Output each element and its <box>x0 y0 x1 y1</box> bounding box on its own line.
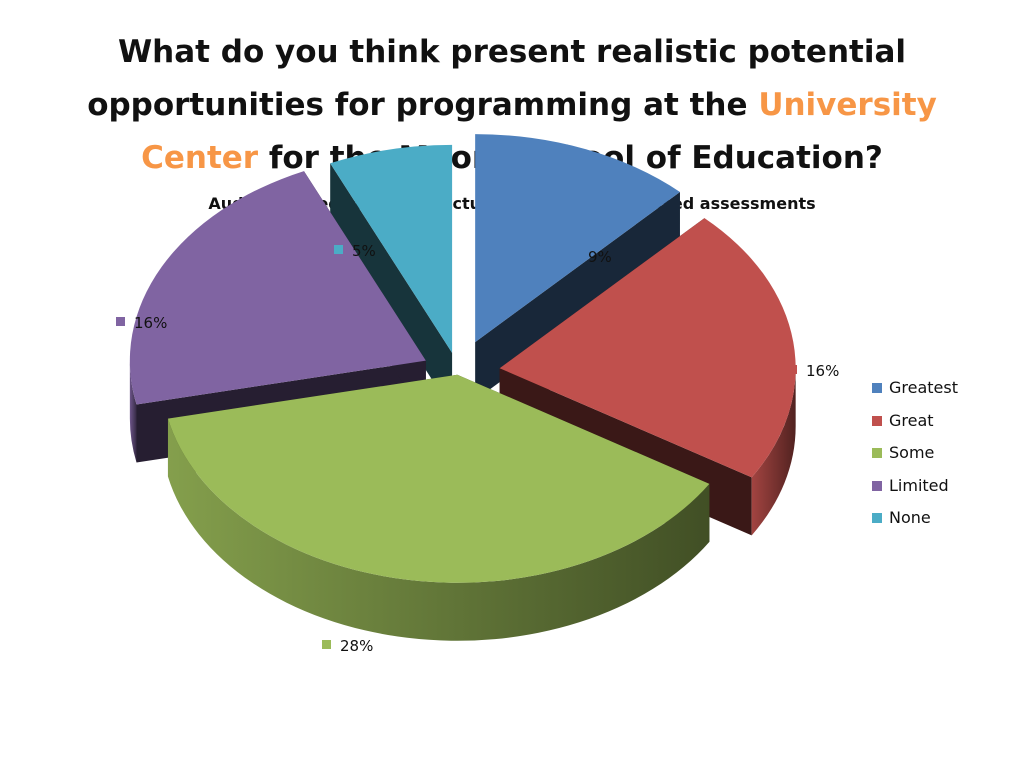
data-label-great: 16% <box>806 362 839 380</box>
title-highlight: University Center <box>141 87 937 176</box>
legend-label: Great <box>889 410 934 430</box>
data-label-marker-limited <box>116 317 125 326</box>
data-label-marker-greatest <box>570 251 579 260</box>
title-text-part1: What do you think present realistic pote… <box>87 34 907 123</box>
data-label-greatest: 9% <box>588 248 612 266</box>
pie-slice-great-top <box>499 218 796 478</box>
legend-label: Some <box>889 443 935 462</box>
data-label-none: 5% <box>352 242 376 260</box>
legend-label: None <box>889 508 931 527</box>
chart-legend: Greatest Great Some Limited None <box>872 378 958 541</box>
legend-item-limited: Limited <box>872 476 958 509</box>
pie-slice-limited-rim <box>129 360 137 463</box>
legend-item-none: None <box>872 508 958 541</box>
pie-slice-none <box>330 144 453 411</box>
legend-swatch <box>872 448 882 458</box>
legend-swatch <box>872 480 882 491</box>
legend-label: Greatest <box>889 378 958 397</box>
legend-swatch <box>872 415 882 426</box>
pie-slice-some-rim <box>167 418 710 641</box>
data-label-marker-none <box>334 245 343 254</box>
legend-item-some: Some <box>872 443 958 476</box>
pie-slice-greatest-wall-end <box>475 191 680 401</box>
legend-swatch <box>872 383 882 393</box>
pie-slice-some-top <box>167 374 710 583</box>
data-label-some: 28% <box>340 637 373 655</box>
pie-slice-great-rim <box>751 368 796 536</box>
data-label-marker-some <box>322 640 331 649</box>
pie-slice-limited-top <box>129 171 426 405</box>
pie-slice-none-wall-start <box>330 163 453 411</box>
legend-swatch <box>872 513 882 523</box>
legend-label: Limited <box>889 475 949 495</box>
pie-slice-greatest-top <box>475 134 680 343</box>
legend-item-greatest: Greatest <box>872 378 958 411</box>
data-label-marker-great <box>788 365 797 374</box>
pie-slice-none-top <box>330 144 453 353</box>
legend-item-great: Great <box>872 411 958 444</box>
data-label-limited: 16% <box>134 314 167 332</box>
pie-slice-greatest <box>475 134 680 401</box>
pie-slice-some <box>167 374 710 641</box>
